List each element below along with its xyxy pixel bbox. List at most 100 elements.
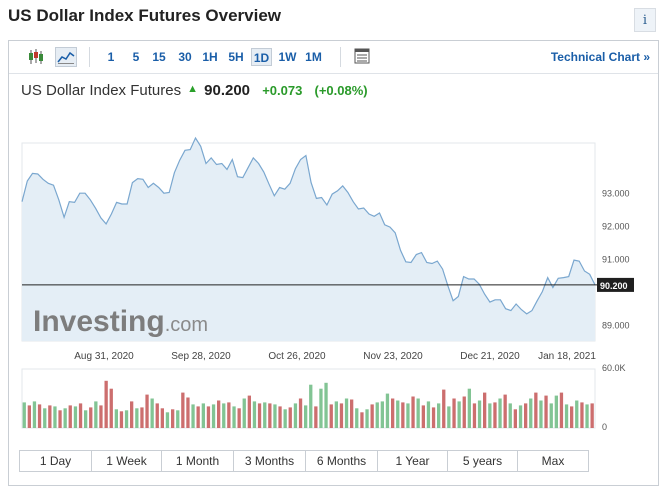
volume-bar: [421, 405, 425, 428]
x-tick-label: Dec 21, 2020: [460, 351, 520, 362]
range-max[interactable]: Max: [518, 451, 588, 471]
volume-bar: [570, 406, 574, 428]
volume-bar: [181, 392, 185, 428]
volume-bar: [171, 409, 175, 428]
area-chart-icon[interactable]: [55, 47, 77, 67]
volume-bar: [391, 398, 395, 428]
table-icon[interactable]: [352, 47, 374, 67]
volume-bar: [437, 403, 441, 428]
volume-bar: [539, 400, 543, 428]
volume-bar: [324, 382, 328, 428]
volume-bar: [524, 403, 528, 428]
interval-5[interactable]: 5: [132, 50, 140, 64]
interval-30[interactable]: 30: [178, 50, 192, 64]
price-change: +0.073: [262, 83, 303, 98]
volume-bar: [442, 389, 446, 428]
interval-1m[interactable]: 1M: [305, 50, 322, 64]
x-tick-label: Jan 18, 2021: [538, 351, 596, 362]
volume-bar: [119, 411, 124, 428]
volume-bar: [575, 400, 579, 428]
volume-bar: [411, 396, 415, 428]
volume-bar: [344, 398, 349, 428]
current-price-box: [597, 277, 634, 292]
volume-tick-label: 0: [602, 422, 607, 432]
volume-bar: [78, 403, 83, 428]
volume-bar: [48, 405, 52, 428]
interval-1w[interactable]: 1W: [278, 50, 297, 64]
volume-bar: [206, 406, 211, 428]
y-tick-label: 92.000: [602, 222, 630, 232]
volume-bar: [452, 398, 456, 428]
volume-bar: [493, 402, 497, 428]
volume-tick-label: 60.0K: [602, 363, 626, 373]
volume-bar: [580, 402, 584, 428]
volume-bar: [201, 403, 205, 428]
volume-bar: [32, 401, 37, 428]
interval-5h[interactable]: 5H: [228, 50, 244, 64]
range-1-day[interactable]: 1 Day: [20, 451, 92, 471]
volume-bar: [488, 403, 492, 428]
volume-bar: [53, 406, 57, 428]
range-1-year[interactable]: 1 Year: [378, 451, 448, 471]
interval-1h[interactable]: 1H: [202, 50, 218, 64]
volume-bar: [22, 402, 26, 428]
volume-bar: [298, 398, 303, 428]
quote-header: US Dollar Index Futures ▲ 90.200 +0.073 (…: [21, 82, 368, 99]
chart-widget: 1 5 15 30 1H 5H 1D 1W 1M Technical Chart » US Do…: [8, 40, 659, 486]
x-tick-label: Aug 31, 2020: [74, 351, 134, 362]
range-1-week[interactable]: 1 Week: [92, 451, 162, 471]
current-price-label: 90.200: [600, 281, 628, 291]
volume-bar: [559, 392, 564, 428]
volume-bar: [406, 403, 410, 428]
volume-bar: [43, 408, 47, 428]
volume-bar: [124, 410, 129, 428]
volume-bar: [477, 400, 482, 428]
volume-bar: [467, 388, 471, 428]
volume-bar: [278, 406, 282, 428]
volume-bar: [186, 397, 190, 428]
range-5-years[interactable]: 5 years: [448, 451, 518, 471]
volume-bar: [585, 404, 589, 428]
volume-bar: [176, 410, 180, 428]
volume-bar: [503, 394, 507, 428]
volume-bar: [145, 394, 149, 428]
chart-toolbar: 1 5 15 30 1H 5H 1D 1W 1M Technical Chart »: [9, 41, 658, 74]
volume-bar: [498, 398, 502, 428]
range-6-months[interactable]: 6 Months: [306, 451, 378, 471]
volume-bar: [58, 410, 62, 428]
interval-1[interactable]: 1: [107, 50, 115, 64]
volume-bar: [257, 403, 262, 428]
volume-bar: [242, 398, 246, 428]
volume-bar: [564, 404, 569, 428]
volume-bar: [222, 403, 226, 428]
volume-bar: [140, 407, 144, 428]
range-1-month[interactable]: 1 Month: [162, 451, 234, 471]
volume-bar: [252, 401, 257, 428]
range-3-months[interactable]: 3 Months: [234, 451, 306, 471]
price-chart[interactable]: Investing.com 93.000 92.000 91.000 89.000 90…: [9, 73, 658, 443]
technical-chart-link[interactable]: Technical Chart »: [550, 50, 650, 64]
info-button[interactable]: i: [634, 8, 656, 32]
volume-bar: [360, 412, 364, 428]
volume-bar: [217, 400, 221, 428]
volume-bar: [380, 401, 384, 428]
volume-bar: [457, 401, 461, 428]
volume-bar: [237, 408, 241, 428]
volume-bar: [99, 405, 103, 428]
investing-watermark: Investing.com: [33, 305, 208, 338]
volume-bar: [370, 404, 374, 428]
candlestick-icon[interactable]: [25, 47, 47, 67]
volume-bar: [334, 401, 338, 428]
volume-bar: [273, 404, 277, 428]
volume-bar: [84, 410, 88, 428]
x-tick-label: Sep 28, 2020: [171, 351, 231, 362]
volume-bar: [304, 405, 308, 428]
interval-1d[interactable]: 1D: [251, 48, 272, 66]
volume-bar: [401, 402, 405, 428]
volume-bar: [462, 396, 466, 428]
volume-bar: [365, 409, 369, 428]
volume-bar: [94, 401, 98, 428]
interval-15[interactable]: 15: [152, 50, 166, 64]
volume-bar: [104, 380, 108, 428]
volume-bar: [211, 404, 216, 428]
